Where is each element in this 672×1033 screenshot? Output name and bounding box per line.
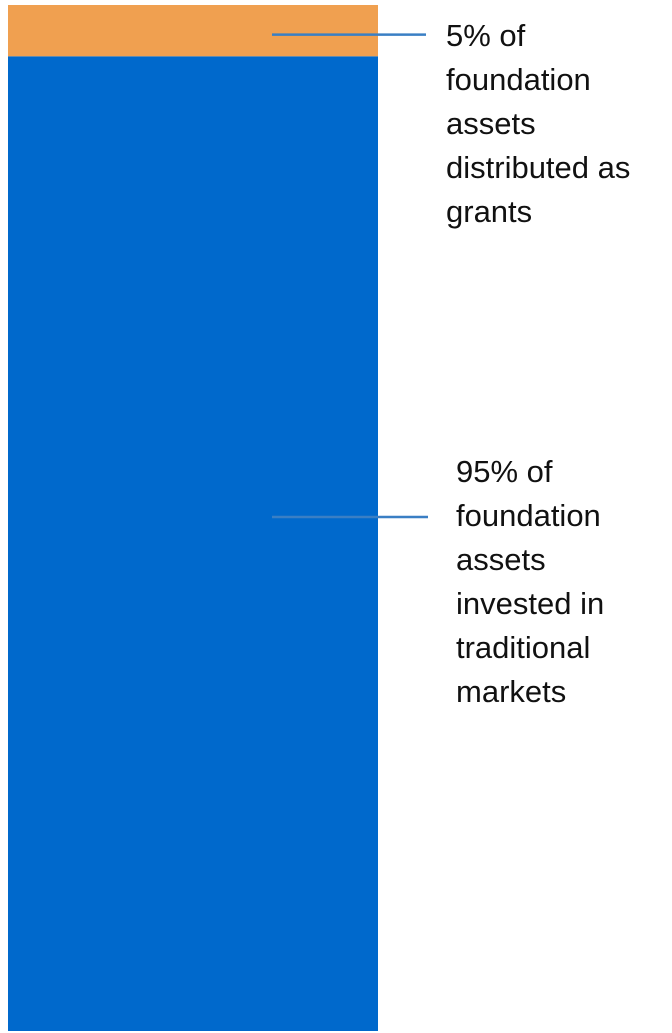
bar-segment-grants <box>8 5 378 57</box>
bar-segment-invested <box>8 56 378 1032</box>
grants-annotation: 5% of foundation assets distributed as g… <box>446 18 631 229</box>
invested-annotation: 95% of foundation assets invested in tra… <box>456 454 605 709</box>
